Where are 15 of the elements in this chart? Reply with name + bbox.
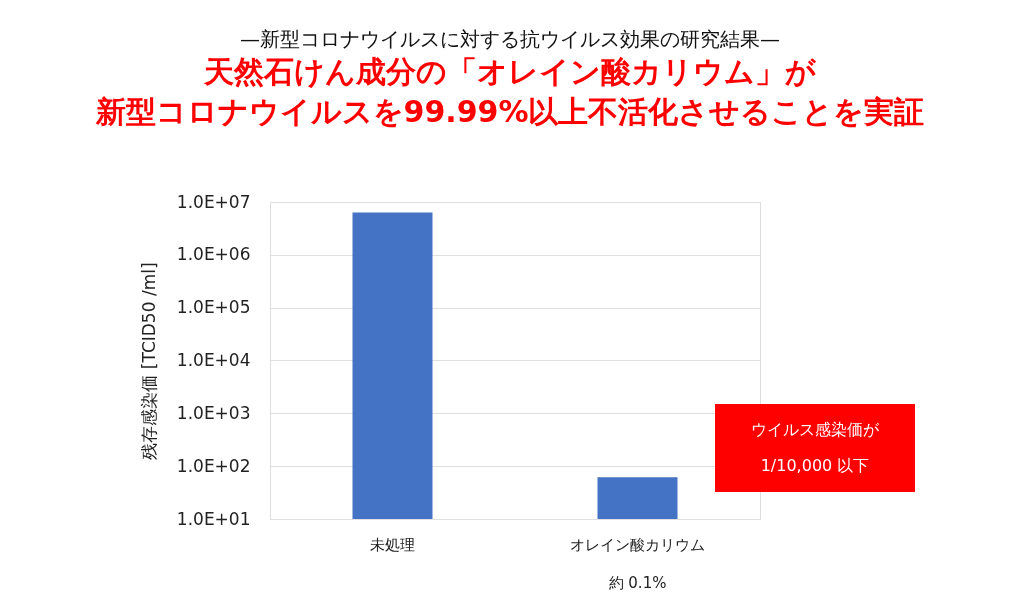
y-tick-label: 1.0E+06 (176, 244, 251, 265)
text: 約 0.1% (608, 574, 667, 592)
y-tick-label: 1.0E+04 (176, 350, 251, 370)
chart-title: —新型コロナウイルスに対する抗ウイルス効果の研究結果— (240, 27, 780, 51)
text: 新型コロナウイルスを99.99%以上不活化させることを実証 (95, 94, 925, 129)
y-tick-label: 1.0E+01 (176, 508, 251, 529)
y-axis-title: 残存感染価 [TCID50 /ml] (138, 262, 159, 460)
x-tick-label: 未処理 (370, 535, 415, 554)
y-tick-label: 1.0E+02 (176, 455, 251, 476)
y-tick-label: 1.0E+05 (176, 297, 251, 318)
y-tick-label: 1.0E+07 (176, 191, 251, 212)
annotation: ウイルス感染価が 1/10,000 以下 (751, 420, 880, 475)
x-tick-label: オレイン酸カリウム (570, 535, 705, 554)
y-tick-label: 1.0E+03 (176, 402, 251, 423)
text: 天然石けん成分の「オレイン酸カリウム」が (204, 54, 816, 89)
